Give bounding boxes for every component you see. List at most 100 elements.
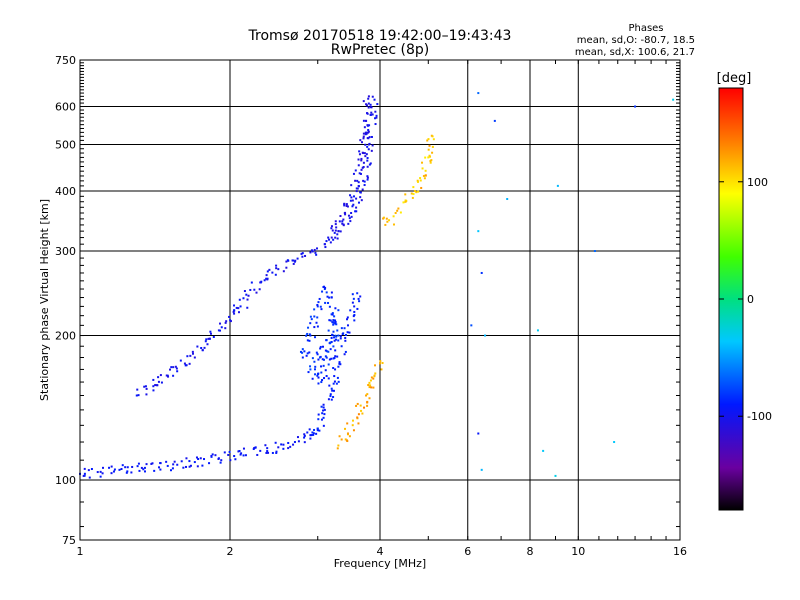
data-point (424, 174, 427, 177)
data-point (351, 424, 354, 427)
data-point (404, 199, 407, 202)
data-point (208, 337, 211, 340)
data-point (363, 152, 366, 155)
data-point (348, 217, 351, 220)
data-point (331, 313, 334, 316)
data-point (362, 100, 365, 103)
data-point (201, 464, 204, 467)
data-point (318, 429, 321, 432)
colorbar-tick-label: 100 (747, 176, 768, 189)
data-point (366, 404, 369, 407)
data-point (317, 418, 320, 421)
data-point (368, 397, 371, 400)
data-point (315, 321, 318, 324)
y-tick-label: 100 (55, 474, 76, 487)
data-point (320, 365, 323, 368)
data-point (554, 474, 557, 477)
data-point (477, 92, 480, 95)
data-point (200, 347, 203, 350)
data-point (404, 200, 407, 203)
data-point (362, 166, 365, 169)
data-point (324, 355, 327, 358)
data-point (323, 243, 326, 246)
data-point (334, 319, 337, 322)
data-point (358, 150, 361, 153)
data-point (333, 231, 336, 234)
data-point (593, 250, 596, 253)
data-point (329, 342, 332, 345)
data-point (210, 454, 213, 457)
data-point (353, 319, 356, 322)
data-point (330, 336, 333, 339)
data-point (309, 251, 312, 254)
phases-x-stats: mean, sd,X: 100.6, 21.7 (575, 47, 695, 58)
data-point (672, 98, 675, 101)
data-point (344, 438, 347, 441)
data-point (347, 214, 350, 217)
data-point (337, 334, 340, 337)
data-point (371, 95, 374, 98)
data-point (325, 375, 328, 378)
data-point (374, 110, 377, 113)
data-point (354, 179, 357, 182)
data-point (110, 472, 113, 475)
data-point (355, 206, 358, 209)
data-point (355, 210, 358, 213)
data-point (367, 106, 370, 109)
data-point (329, 348, 332, 351)
data-point (159, 374, 162, 377)
data-point (87, 469, 90, 472)
data-point (335, 338, 338, 341)
data-point (310, 318, 313, 321)
data-point (404, 193, 407, 196)
data-point (287, 447, 290, 450)
data-point (316, 374, 319, 377)
data-point (169, 368, 172, 371)
data-point (169, 469, 172, 472)
data-point (416, 180, 419, 183)
data-point (399, 211, 402, 214)
data-point (334, 223, 337, 226)
data-point (113, 468, 116, 471)
data-point (314, 336, 317, 339)
data-point (180, 460, 183, 463)
data-point (368, 142, 371, 145)
data-point (373, 375, 376, 378)
data-point (136, 465, 139, 468)
data-point (157, 380, 160, 383)
data-point (375, 116, 378, 119)
data-point (370, 111, 373, 114)
data-point (319, 347, 322, 350)
data-point (367, 129, 370, 132)
data-point (333, 339, 336, 342)
data-point (419, 177, 422, 180)
data-point (346, 205, 349, 208)
data-point (239, 453, 242, 456)
data-point (366, 393, 369, 396)
data-point (613, 441, 616, 444)
data-point (337, 444, 340, 447)
data-point (305, 354, 308, 357)
data-point (321, 379, 324, 382)
data-point (308, 339, 311, 342)
data-point (313, 428, 316, 431)
data-point (331, 321, 334, 324)
data-point (371, 113, 374, 116)
data-point (346, 318, 349, 321)
data-point (362, 179, 365, 182)
data-point (334, 322, 337, 325)
data-point (366, 175, 369, 178)
phases-title: Phases (628, 23, 663, 34)
y-tick-label: 500 (55, 139, 76, 152)
data-point (336, 237, 339, 240)
data-point (370, 386, 373, 389)
data-point (340, 345, 343, 348)
data-point (359, 172, 362, 175)
data-point (379, 362, 381, 365)
x-tick-label: 4 (377, 545, 384, 558)
data-point (301, 255, 304, 258)
data-point (424, 169, 427, 172)
data-point (428, 154, 431, 157)
data-point (206, 343, 209, 346)
data-point (277, 268, 280, 271)
